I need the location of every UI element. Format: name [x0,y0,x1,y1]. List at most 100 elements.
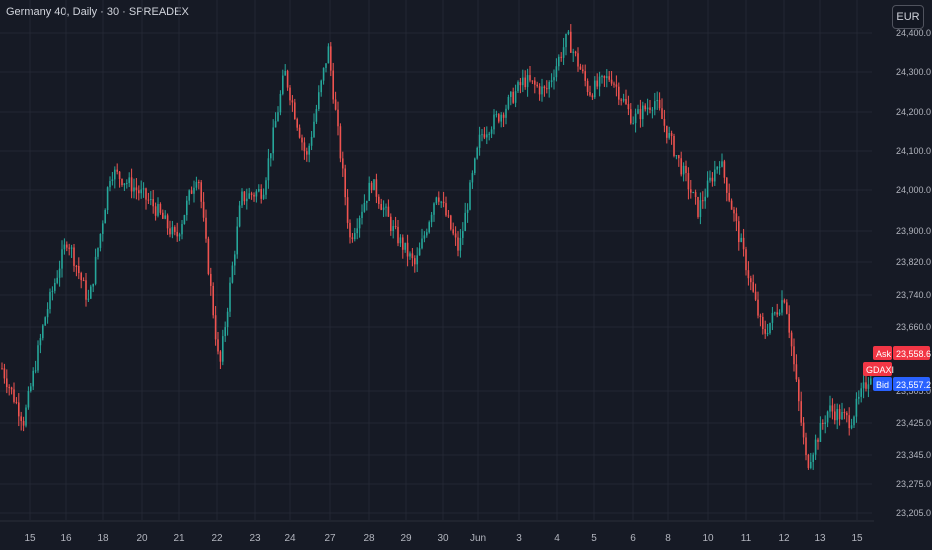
currency-button[interactable]: EUR [892,5,924,29]
candle-body [229,282,231,312]
candle-body [814,439,817,455]
candle-body [265,180,267,195]
candle-body [236,226,238,255]
candle-body [260,188,262,199]
candle-body [330,46,332,71]
candle-body [798,379,800,402]
candle-body [548,82,550,90]
price-tick-label: 24,400.0 [896,28,931,38]
time-tick-label: 30 [437,533,449,544]
candle-body [514,91,517,103]
candle-body [562,47,565,58]
candle-body [375,179,378,197]
candle-body [598,76,601,87]
candle-body [488,133,490,135]
candle-body [351,237,354,240]
candle-body [584,71,586,81]
candle-body [282,75,284,94]
candle-body [865,382,867,389]
candle-body [716,166,718,170]
candle-body [694,192,697,198]
candle-body [524,77,526,88]
candle-body [106,187,109,210]
candle-body [824,422,826,425]
candle-body [572,51,574,53]
candle-body [728,192,730,201]
candle-body [709,177,711,181]
candle-body [80,273,82,281]
candle-body [498,114,500,122]
candle-body [198,181,200,183]
candle-body [790,332,793,347]
candle-body [183,215,186,225]
candle-body [370,182,373,191]
candle-body [807,454,810,468]
candle-body [42,325,44,339]
candle-body [202,201,205,218]
price-tick-label: 23,205.0 [896,508,931,518]
candle-body [591,95,594,98]
candle-body [66,244,68,248]
candle-body [356,228,358,234]
candle-body [133,187,135,192]
candle-body [277,112,279,122]
candle-body [10,387,13,390]
candle-body [121,179,123,186]
candle-body [464,212,466,232]
candle-body [402,237,404,250]
candle-body [543,86,546,89]
time-axis[interactable]: 15 16 18 20 21 22 23 24 27 28 29 30 Jun 3 4 5 6 8 10 11 12 13… [0,520,874,544]
candle-body [574,51,577,54]
time-tick-label: 3 [516,533,522,544]
time-tick-label: 24 [284,533,296,544]
candle-body [829,405,831,412]
candle-body [742,237,745,250]
time-tick-label: 10 [702,533,714,544]
candle-body [625,98,627,105]
price-tick-label: 23,275.0 [896,479,931,489]
candle-body [435,197,438,204]
candle-body [752,282,754,292]
candle-body [438,197,440,202]
candle-body [608,76,610,80]
candle-body [714,169,716,182]
candle-body [810,461,812,468]
candle-body [627,104,630,110]
candle-body [632,123,634,125]
candle-body [99,233,102,248]
candle-body [130,177,133,192]
candle-body [291,100,294,103]
candle-body [366,200,368,203]
candle-body [315,109,318,122]
candle-body [361,211,363,218]
candle-body [378,196,380,204]
price-axis[interactable]: 24,400.0 24,300.0 24,200.0 24,100.0 24,000.0… [896,28,931,518]
candle-body [702,200,704,202]
candle-body [346,197,349,223]
candle-body [207,238,210,274]
candle-body [517,82,519,92]
candle-body [238,205,241,227]
symbol-tag-bg [863,362,892,376]
candle-body [111,179,114,182]
candle-body [92,283,94,287]
candle-body [618,86,620,100]
candle-body [541,86,543,95]
time-tick-label: 15 [24,533,36,544]
candle-body [495,114,498,116]
candle-body [394,226,397,228]
candle-body [793,346,795,365]
candle-body [642,105,644,120]
candle-body [486,134,488,138]
candle-body [320,80,322,93]
candle-body [637,109,639,114]
candle-body [531,80,534,82]
candle-body [469,182,471,210]
candle-body [663,118,666,126]
candle-body [313,121,315,138]
candle-body [332,70,334,100]
candle-body [726,177,728,193]
candle-body [510,91,512,97]
grid [0,0,872,520]
